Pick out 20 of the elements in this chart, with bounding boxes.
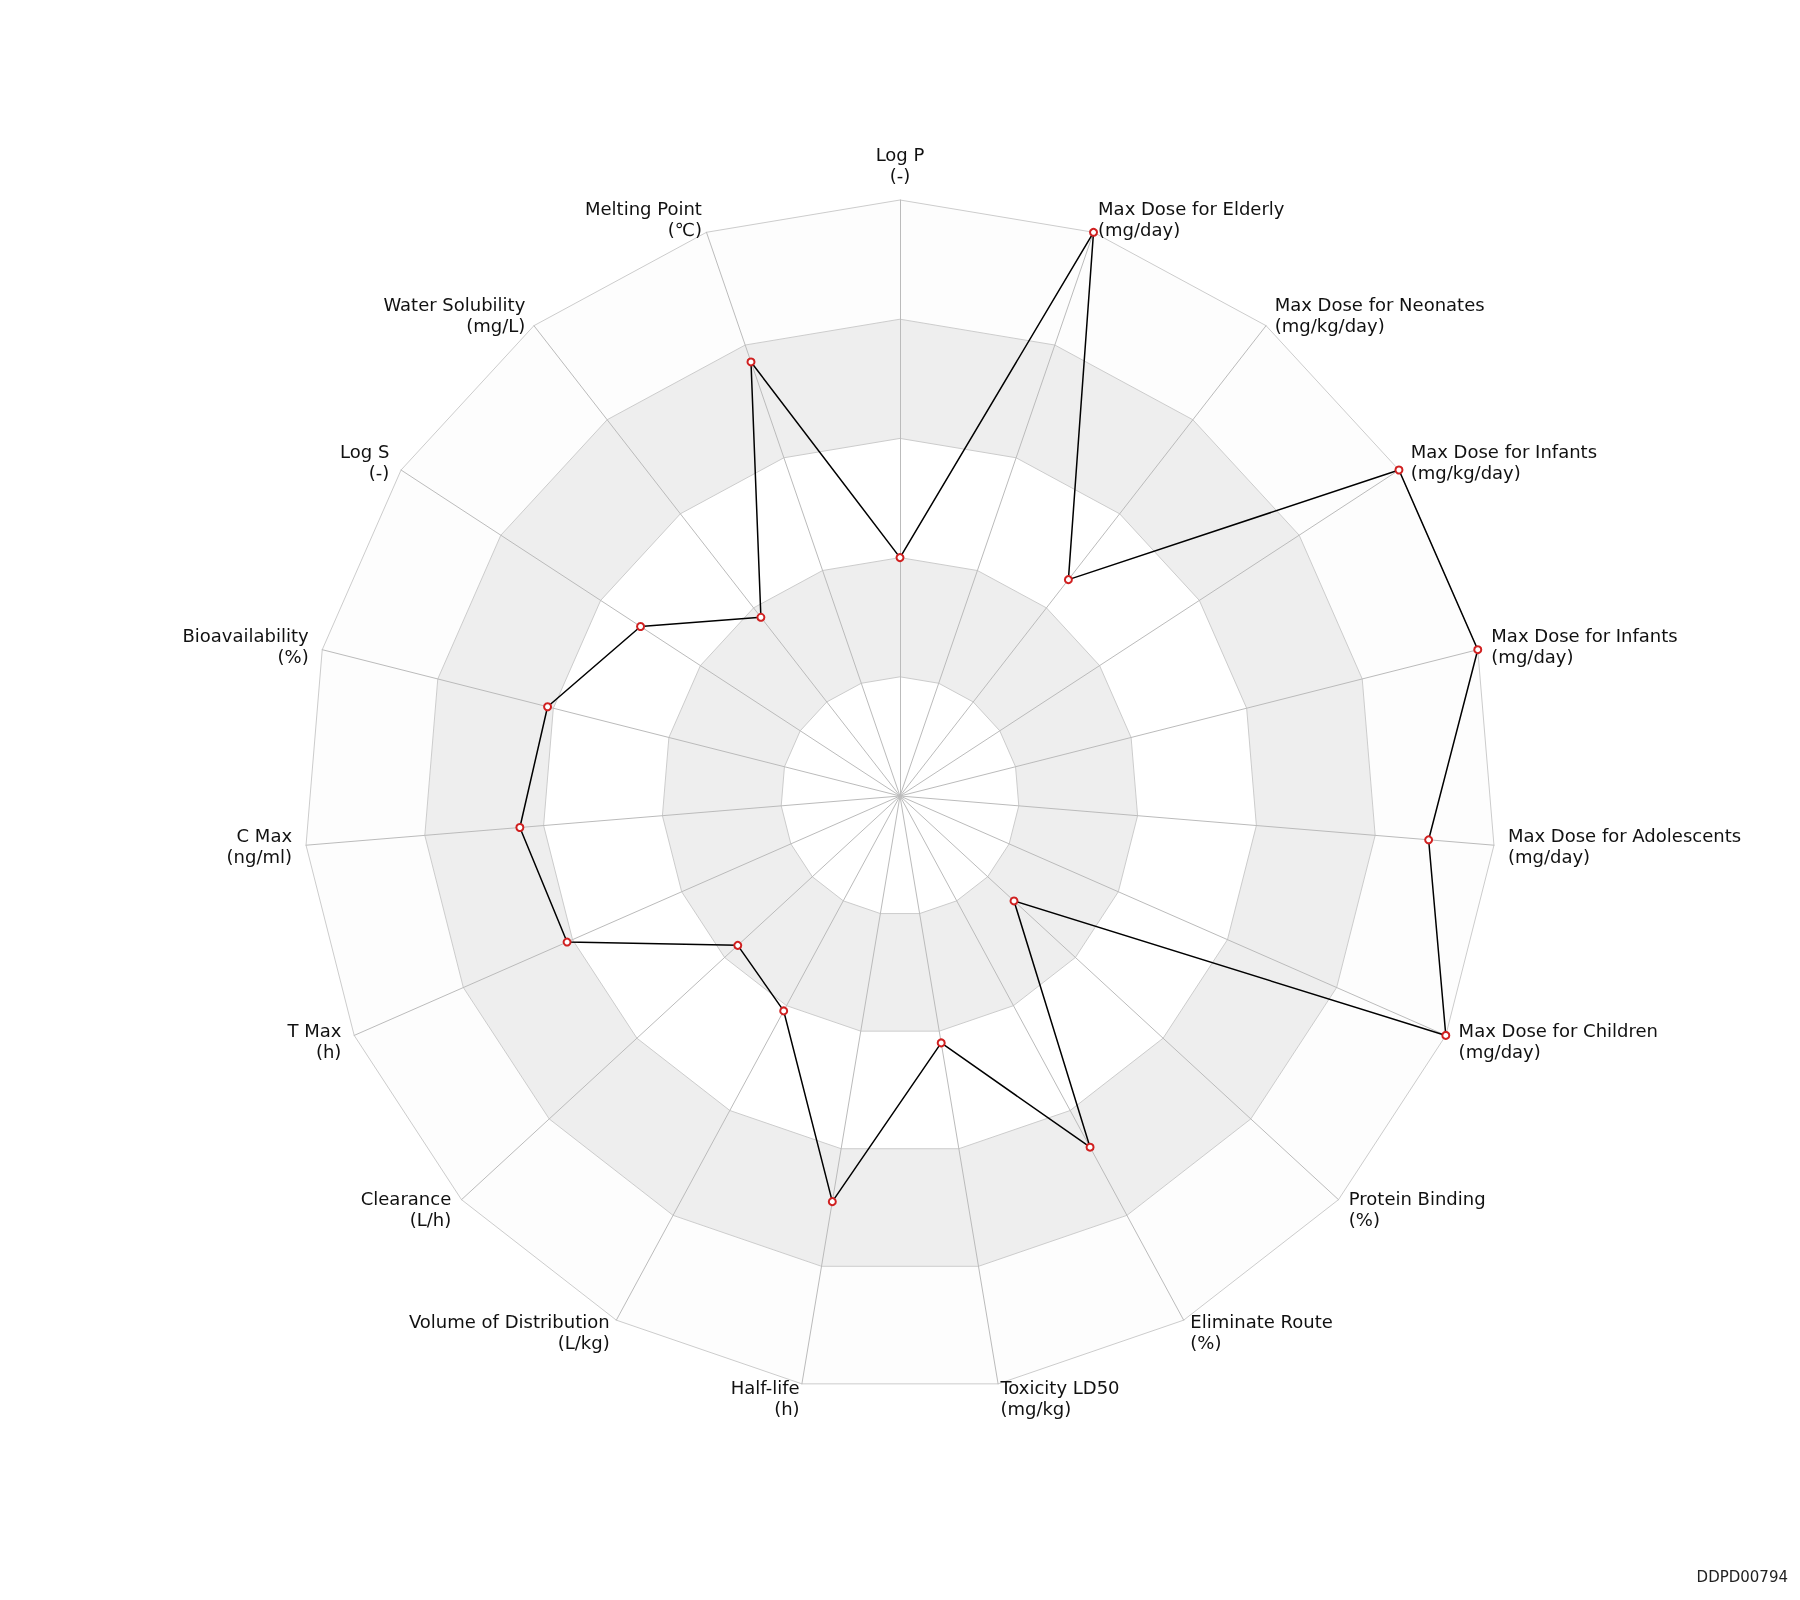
- spoke-label: Toxicity LD50 (mg/kg): [999, 1376, 1120, 1419]
- spoke-label: Eliminate Route (%): [1190, 1311, 1333, 1354]
- spoke-label: Log S (-): [340, 441, 390, 484]
- spoke-label: C Max (ng/ml): [226, 825, 293, 868]
- spoke-label: Max Dose for Infants (mg/day): [1491, 625, 1678, 668]
- spoke-label: Max Dose for Neonates (mg/kg/day): [1274, 293, 1485, 336]
- spoke-label: T Max (h): [286, 1020, 342, 1063]
- spoke-label: Bioavailability (%): [182, 625, 310, 668]
- spoke-label: Log P (-): [875, 144, 925, 186]
- spoke-label: Volume of Distribution (L/kg): [408, 1311, 610, 1354]
- spoke-label: Half-life (h): [730, 1376, 800, 1419]
- spoke-label: Protein Binding (%): [1348, 1188, 1486, 1231]
- text: DDPD00794: [1696, 1568, 1788, 1586]
- spoke-label: Water Solubility (mg/L): [383, 293, 526, 336]
- spoke-label: Max Dose for Adolescents (mg/day): [1507, 825, 1742, 868]
- spoke-label: Max Dose for Elderly (mg/day): [1098, 198, 1285, 241]
- spoke-label: Melting Point (℃): [585, 198, 702, 241]
- spoke-label: Max Dose for Infants (mg/kg/day): [1410, 441, 1598, 484]
- spoke-label: Clearance (L/h): [360, 1188, 452, 1231]
- spoke-label: Max Dose for Children (mg/day): [1458, 1020, 1658, 1063]
